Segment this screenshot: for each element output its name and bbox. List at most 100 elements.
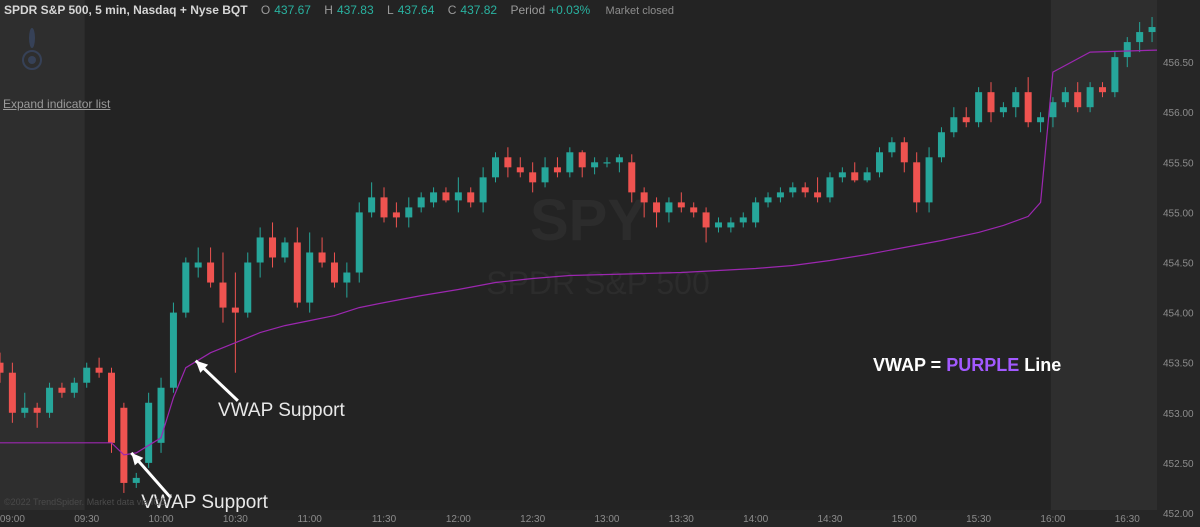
candle (281, 237, 289, 263)
candle (727, 217, 735, 233)
candle (628, 154, 636, 203)
y-tick-label: 454.00 (1163, 309, 1194, 320)
candle (752, 197, 760, 228)
candle (182, 257, 190, 318)
candle-body (516, 167, 524, 173)
candle (541, 157, 549, 188)
candle-body (132, 477, 140, 483)
candle (145, 392, 153, 468)
candle-body (653, 202, 661, 213)
candle-body (900, 142, 908, 163)
candle (207, 247, 215, 288)
candle-body (368, 197, 376, 213)
annotation-arrow-head (131, 452, 144, 466)
candle-body (962, 117, 970, 123)
candle-body (714, 222, 722, 228)
candle (591, 157, 599, 175)
candle (776, 187, 784, 203)
candle-body (244, 262, 252, 313)
candle (194, 247, 202, 278)
candle (231, 272, 239, 373)
candle-body (0, 362, 4, 373)
candle-body (256, 237, 264, 263)
x-tick-label: 13:30 (669, 514, 694, 525)
candle-body (281, 242, 289, 258)
candle-body (1086, 87, 1094, 108)
candle (318, 237, 326, 268)
candle-body (430, 192, 438, 203)
candle (677, 192, 685, 213)
candle-body (1012, 92, 1020, 108)
candle (1074, 82, 1082, 113)
low-value: 437.64 (397, 3, 435, 17)
candle (838, 167, 846, 183)
x-tick-label: 13:00 (594, 514, 619, 525)
x-tick-label: 10:00 (149, 514, 174, 525)
candle (107, 367, 115, 453)
close-label: C (447, 3, 457, 17)
candle (876, 147, 884, 178)
candle (306, 232, 314, 313)
candle (925, 147, 933, 213)
candle-body (231, 307, 239, 313)
open-value: 437.67 (274, 3, 311, 17)
candle-body (1049, 102, 1057, 118)
candle (1111, 52, 1119, 98)
candle-body (764, 197, 772, 203)
open-label: O (260, 3, 271, 17)
candle (368, 182, 376, 218)
candle-body (417, 197, 425, 208)
candle (504, 147, 512, 178)
candle-body (615, 157, 623, 163)
candle-body (640, 192, 648, 203)
candle-body (1123, 42, 1131, 58)
candle (355, 202, 363, 283)
candle-body (107, 372, 115, 443)
x-tick-label: 14:30 (817, 514, 842, 525)
candle-body (145, 402, 153, 463)
candle (467, 187, 475, 208)
candle (987, 82, 995, 123)
candle (46, 382, 54, 418)
candle (814, 177, 822, 203)
high-value: 437.83 (336, 3, 374, 17)
candle (417, 192, 425, 213)
candle (157, 377, 165, 453)
candle (702, 207, 710, 243)
candle (70, 377, 78, 398)
candle-body (182, 262, 190, 313)
x-tick-label: 10:30 (223, 514, 248, 525)
candle-body (405, 207, 413, 218)
candle-body (801, 187, 809, 193)
y-tick-label: 453.00 (1163, 409, 1194, 420)
candle (888, 137, 896, 158)
candle-body (1136, 32, 1144, 43)
candle (801, 182, 809, 198)
candle (58, 382, 66, 398)
expand-indicator-list-link[interactable]: Expand indicator list (3, 97, 111, 111)
candle-body (1074, 92, 1082, 108)
y-tick-label: 455.50 (1163, 158, 1194, 169)
candle (405, 197, 413, 228)
candle (21, 392, 29, 418)
candle (392, 202, 400, 228)
trendspider-logo-icon (20, 26, 44, 81)
candle (1148, 17, 1156, 43)
x-tick-label: 12:30 (520, 514, 545, 525)
candle (454, 177, 462, 213)
candle-body (330, 262, 338, 283)
y-axis-band (1157, 0, 1200, 527)
x-tick-label: 09:00 (0, 514, 25, 525)
candle (690, 202, 698, 218)
candle (999, 102, 1007, 118)
candle-body (739, 217, 747, 223)
candle-body (467, 192, 475, 203)
candle-body (950, 117, 958, 133)
candle (0, 352, 4, 383)
candle-body (814, 192, 822, 198)
candle-body (33, 407, 41, 413)
candle (132, 472, 140, 488)
candle (615, 154, 623, 173)
candle-body (306, 252, 314, 303)
